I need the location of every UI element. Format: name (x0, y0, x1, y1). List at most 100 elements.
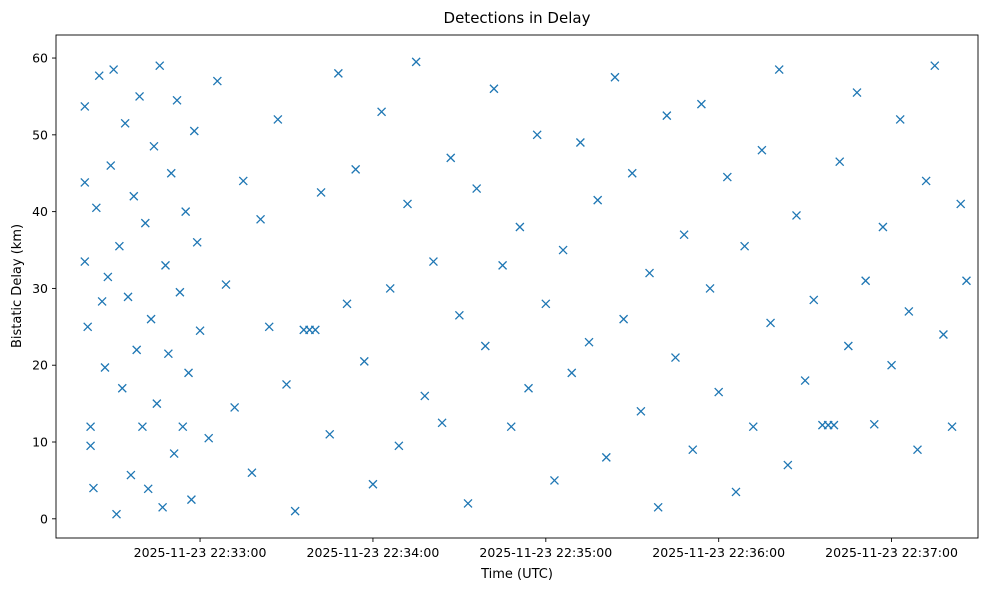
data-point (106, 161, 116, 171)
data-point (256, 214, 266, 224)
data-point (290, 506, 300, 516)
data-point (930, 61, 940, 71)
data-point (310, 325, 320, 335)
data-point (904, 306, 914, 316)
data-point (135, 91, 145, 101)
data-point (437, 418, 447, 428)
x-tick-label: 2025-11-23 22:33:00 (134, 545, 267, 560)
data-point (757, 145, 767, 155)
y-tick-label: 30 (32, 281, 48, 296)
data-point (247, 468, 257, 478)
chart-title: Detections in Delay (444, 9, 591, 27)
data-point (567, 368, 577, 378)
data-point (385, 283, 395, 293)
data-point (140, 218, 150, 228)
data-point (489, 84, 499, 94)
data-point (114, 241, 124, 251)
data-point (204, 433, 214, 443)
y-axis-label: Bistatic Delay (km) (10, 224, 25, 348)
data-point (714, 387, 724, 397)
data-point (143, 484, 153, 494)
data-point (454, 310, 464, 320)
data-point (843, 341, 853, 351)
data-point (368, 479, 378, 489)
data-point (921, 176, 931, 186)
data-point (593, 195, 603, 205)
data-point (394, 441, 404, 451)
data-point (524, 383, 533, 393)
data-point (155, 61, 165, 71)
data-point (558, 245, 568, 255)
data-point (192, 237, 202, 247)
data-point (783, 460, 793, 470)
data-point (541, 299, 551, 309)
data-point (636, 406, 646, 416)
y-tick-label: 50 (32, 127, 48, 142)
data-point (610, 72, 620, 82)
data-point (956, 199, 966, 209)
data-point (774, 65, 784, 75)
data-point (653, 502, 663, 512)
data-point (428, 257, 438, 267)
data-point (238, 176, 248, 186)
y-tick-label: 40 (32, 204, 48, 219)
data-point (88, 483, 98, 493)
data-point (645, 268, 654, 278)
data-point (126, 470, 136, 480)
data-point (333, 68, 343, 78)
data-point (195, 326, 205, 336)
data-point (696, 99, 706, 109)
data-point (809, 295, 819, 305)
data-point (619, 314, 629, 324)
data-point (83, 322, 93, 332)
data-point (662, 111, 672, 121)
data-point (112, 509, 121, 519)
data-point (913, 445, 922, 455)
data-point (137, 422, 147, 432)
data-point (472, 184, 482, 194)
axes: 0 10 20 30 40 50 60 2025-11-23 22:33:00 2025-11-… (32, 34, 979, 560)
y-tick-label: 60 (32, 51, 48, 66)
data-point (175, 287, 185, 297)
data-point (575, 138, 585, 147)
data-point (129, 191, 139, 201)
data-point (835, 157, 845, 167)
data-point (679, 230, 689, 240)
data-point (158, 502, 168, 512)
data-point (766, 318, 776, 328)
data-point (273, 115, 283, 124)
data-point (86, 422, 96, 432)
data-point (103, 272, 113, 282)
data-point (627, 168, 637, 178)
data-point (152, 399, 162, 409)
data-point (166, 168, 176, 178)
data-point (123, 292, 133, 302)
data-point (230, 402, 240, 412)
plot-frame (55, 34, 979, 539)
data-point (671, 353, 680, 362)
data-point (506, 422, 516, 432)
data-point (146, 314, 156, 324)
data-point (446, 153, 456, 163)
data-point (377, 107, 387, 117)
data-point (325, 429, 335, 439)
data-point (705, 283, 715, 293)
data-point (584, 337, 594, 347)
data-point (722, 172, 732, 182)
data-point (480, 341, 490, 351)
data-point (181, 207, 191, 217)
data-point (91, 203, 101, 213)
data-point (132, 345, 142, 355)
data-point (100, 363, 110, 372)
data-point (731, 487, 741, 497)
data-point (97, 297, 107, 306)
x-tick-label: 2025-11-23 22:36:00 (652, 545, 785, 560)
data-point (740, 241, 750, 251)
data-point (800, 376, 810, 386)
data-point (186, 495, 196, 505)
data-point (549, 475, 559, 485)
data-point (178, 422, 188, 432)
data-point (80, 101, 90, 111)
data-point (80, 257, 90, 267)
